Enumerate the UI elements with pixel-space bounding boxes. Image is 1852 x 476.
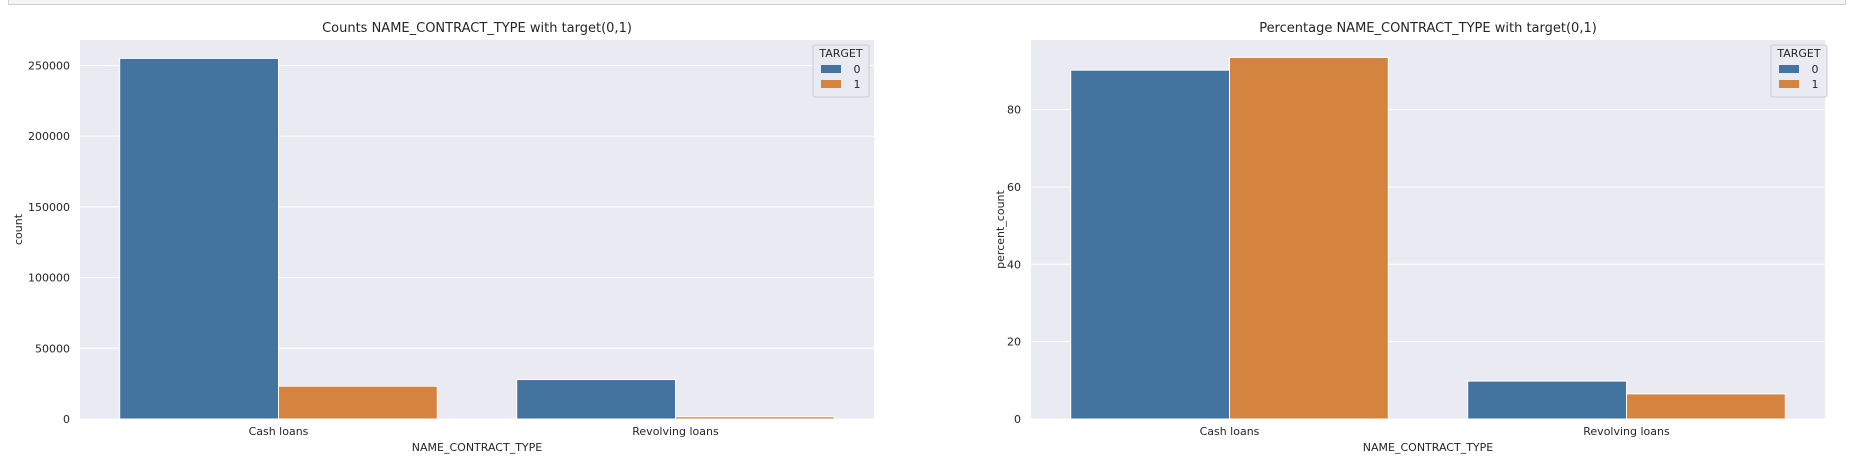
x-tick-label: Revolving loans	[632, 425, 719, 438]
legend-label: 1	[854, 78, 861, 91]
legend-title: TARGET	[818, 47, 863, 60]
legend-swatch-0	[821, 65, 841, 73]
y-tick-label: 0	[1014, 413, 1021, 426]
bar-revolving-loans-target-0	[516, 379, 677, 420]
legend-swatch-1	[821, 80, 841, 88]
y-tick-label: 60	[1007, 181, 1021, 194]
y-tick-label: 250000	[28, 59, 70, 72]
chart-title: Counts NAME_CONTRACT_TYPE with target(0,…	[322, 21, 632, 36]
legend-label: 0	[854, 63, 861, 76]
y-axis-label: percent_count	[994, 189, 1007, 268]
y-tick-label: 200000	[28, 130, 70, 143]
chart-title: Percentage NAME_CONTRACT_TYPE with targe…	[1259, 21, 1597, 36]
x-axis-label: NAME_CONTRACT_TYPE	[412, 441, 542, 454]
chart-counts: 0 50000 100000 150000 200000 250000 Cash loans…	[12, 21, 874, 454]
legend-swatch-0	[1779, 65, 1799, 73]
y-tick-label: 20	[1007, 336, 1021, 349]
legend-label: 1	[1812, 78, 1819, 91]
y-tick-label: 0	[63, 413, 70, 426]
bar-cash-loans-target-0	[119, 57, 279, 420]
y-tick-label: 150000	[28, 201, 70, 214]
chart-percentage: 0 20 40 60 80 Cash loans Revolving loans Percen…	[994, 21, 1828, 454]
y-tick-label: 100000	[28, 272, 70, 285]
legend-swatch-1	[1779, 80, 1799, 88]
cell-output-border	[8, 0, 1846, 5]
y-tick-label: 40	[1007, 258, 1021, 271]
bar-revolving-loans-target-1	[675, 416, 835, 420]
x-axis-label: NAME_CONTRACT_TYPE	[1363, 441, 1493, 454]
bar-revolving-loans-target-0	[1467, 380, 1627, 420]
x-tick-label: Cash loans	[1200, 425, 1260, 438]
x-tick-label: Cash loans	[249, 425, 309, 438]
bar-cash-loans-target-0	[1070, 69, 1230, 420]
y-axis-label: count	[12, 213, 25, 245]
bar-revolving-loans-target-1	[1626, 393, 1786, 420]
legend-title: TARGET	[1776, 47, 1821, 60]
y-tick-label: 50000	[35, 342, 70, 355]
bar-cash-loans-target-1	[1229, 56, 1389, 420]
legend-label: 0	[1812, 63, 1819, 76]
bar-cash-loans-target-1	[278, 385, 438, 420]
x-tick-label: Revolving loans	[1583, 425, 1670, 438]
y-tick-label: 80	[1007, 104, 1021, 117]
